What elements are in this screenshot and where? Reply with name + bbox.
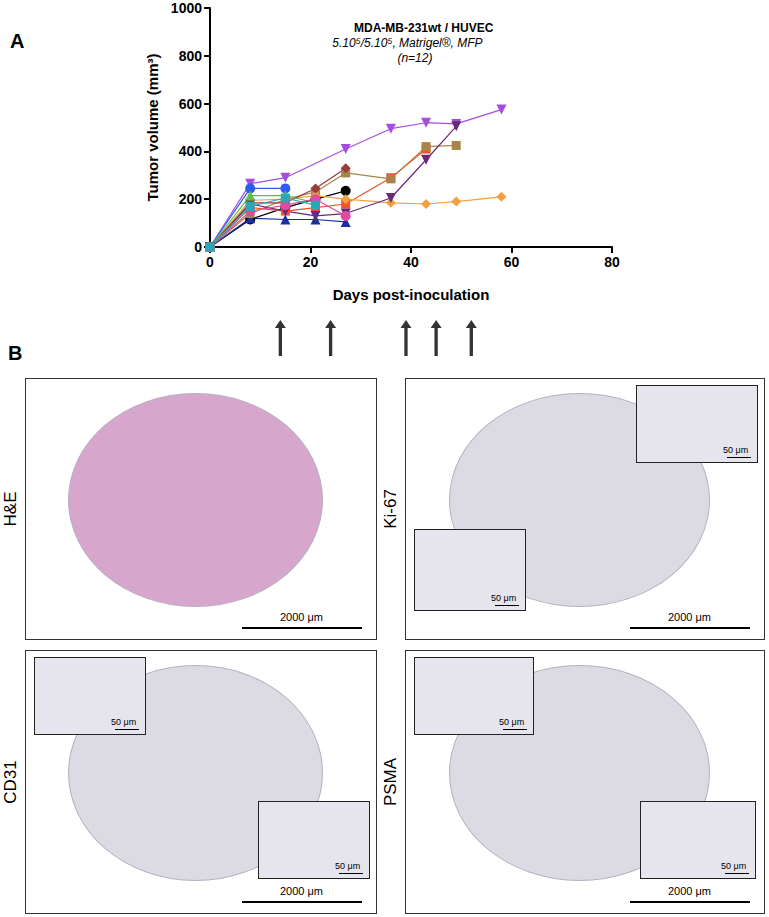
html-text:50 μm: 50 μm xyxy=(499,717,525,727)
svg-text:600: 600 xyxy=(179,96,203,112)
html-text:PSMA: PSMA xyxy=(381,757,400,807)
svg-text:(n=12): (n=12) xyxy=(397,51,432,65)
html-text:H&E: H&E xyxy=(1,491,20,527)
svg-text:Days post-inoculation: Days post-inoculation xyxy=(333,286,490,303)
svg-text:80: 80 xyxy=(604,254,620,270)
html-text:50 μm: 50 μm xyxy=(335,861,361,871)
html-text:2000 μm: 2000 μm xyxy=(668,611,711,623)
html-text:CD31: CD31 xyxy=(1,760,20,804)
svg-text:800: 800 xyxy=(179,48,203,64)
html-text:50 μm: 50 μm xyxy=(721,861,747,871)
svg-text:0: 0 xyxy=(206,254,214,270)
svg-text:200: 200 xyxy=(179,191,203,207)
html-text:2000 μm: 2000 μm xyxy=(280,611,323,623)
svg-text:400: 400 xyxy=(179,143,203,159)
html-text:A: A xyxy=(10,30,25,52)
svg-text:1000: 1000 xyxy=(171,0,202,16)
svg-text:Tumor volume (mm³): Tumor volume (mm³) xyxy=(144,53,161,201)
html-text:50 μm: 50 μm xyxy=(111,717,137,727)
html-text:2000 μm: 2000 μm xyxy=(280,885,323,897)
html-text:2000 μm: 2000 μm xyxy=(668,885,711,897)
html-text:Ki-67: Ki-67 xyxy=(381,489,400,529)
html-text:50 μm: 50 μm xyxy=(723,445,749,455)
html-text:B: B xyxy=(8,342,23,364)
svg-text:40: 40 xyxy=(403,254,419,270)
svg-text:20: 20 xyxy=(303,254,319,270)
svg-text:60: 60 xyxy=(504,254,520,270)
html-text:50 μm: 50 μm xyxy=(491,593,517,603)
svg-text:5.10⁵/5.10⁵, Matrigel®, MFP: 5.10⁵/5.10⁵, Matrigel®, MFP xyxy=(332,36,482,50)
svg-text:MDA-MB-231wt / HUVEC: MDA-MB-231wt / HUVEC xyxy=(354,21,494,35)
svg-text:0: 0 xyxy=(194,239,202,255)
